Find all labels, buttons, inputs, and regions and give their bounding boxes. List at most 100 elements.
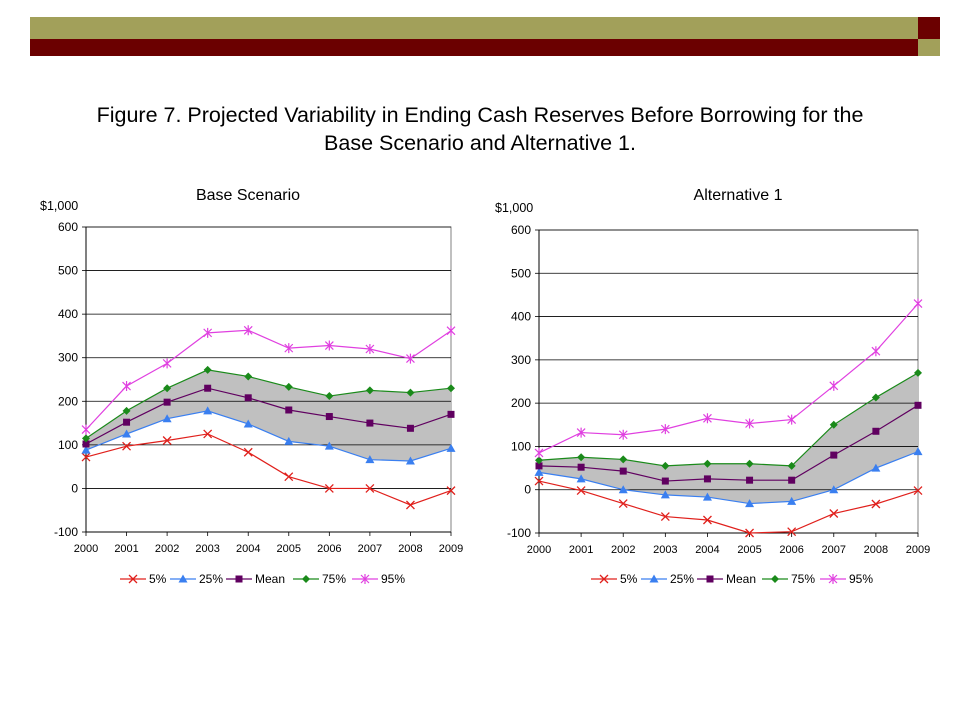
data-point	[871, 393, 880, 402]
data-point	[122, 441, 132, 451]
y-axis-unit-label: $1,000	[495, 201, 533, 215]
data-point	[619, 455, 628, 464]
data-point	[366, 419, 374, 427]
y-tick-label: 600	[58, 220, 78, 234]
data-point	[324, 340, 334, 351]
series-25pct	[81, 406, 456, 465]
data-point	[204, 384, 212, 392]
x-tick-label: 2009	[906, 544, 930, 556]
legend-marker	[828, 574, 838, 584]
data-point	[447, 384, 455, 393]
y-tick-label: 500	[58, 264, 78, 278]
x-tick-label: 2007	[358, 543, 382, 555]
data-point	[82, 434, 90, 443]
data-point	[447, 410, 455, 418]
data-point	[913, 486, 923, 496]
legend-entry: 25%	[199, 572, 223, 586]
series-75pct	[535, 368, 922, 470]
series-line	[538, 451, 919, 505]
data-point	[534, 467, 544, 476]
data-point	[660, 512, 670, 522]
data-point	[871, 463, 881, 472]
x-tick-label: 2002	[611, 544, 635, 556]
data-point	[787, 414, 797, 425]
legend: 5% 25% Mean 75% 95%	[120, 572, 405, 586]
data-point	[406, 353, 415, 364]
x-tick-label: 2008	[864, 544, 888, 556]
legend-entry: 25%	[670, 572, 694, 586]
x-tick-label: 2001	[569, 544, 593, 556]
y-axis-unit-label: $1,000	[40, 199, 78, 213]
data-point	[122, 406, 131, 415]
data-point	[577, 453, 586, 462]
data-point	[661, 477, 669, 485]
series-line	[85, 329, 452, 431]
data-point	[81, 445, 91, 454]
data-point	[661, 461, 670, 470]
legend-marker	[128, 574, 138, 584]
series-line	[538, 303, 919, 454]
figure-title-line-1: Figure 7. Projected Variability in Endin…	[96, 103, 864, 127]
data-point	[325, 413, 333, 421]
data-point	[703, 413, 712, 424]
interquartile-band	[539, 372, 918, 504]
legend-entry: Mean	[726, 572, 756, 586]
x-tick-label: 2003	[653, 544, 677, 556]
data-point	[123, 418, 131, 426]
data-point	[243, 447, 253, 457]
y-tick-label: 0	[524, 483, 531, 497]
x-tick-label: 2008	[398, 543, 422, 555]
x-tick-label: 2000	[527, 544, 551, 556]
data-point	[746, 476, 754, 484]
data-point	[284, 472, 294, 482]
x-tick-label: 2009	[439, 543, 463, 555]
data-point	[284, 382, 293, 391]
data-point	[365, 386, 374, 395]
data-point	[702, 492, 712, 501]
data-point	[203, 327, 213, 338]
data-point	[703, 459, 712, 468]
series-mean	[82, 384, 455, 448]
data-point	[702, 515, 712, 525]
data-point	[618, 485, 628, 494]
series-line	[538, 404, 919, 482]
data-point	[162, 436, 172, 445]
series-25pct	[534, 447, 923, 508]
x-tick-label: 2004	[695, 544, 719, 556]
data-point	[81, 424, 91, 435]
data-point	[830, 451, 838, 459]
data-point	[162, 414, 172, 423]
series-line	[85, 410, 452, 462]
y-tick-label: 200	[511, 396, 531, 410]
legend-entry: 5%	[149, 572, 167, 586]
x-tick-label: 2005	[277, 543, 301, 555]
data-point	[405, 500, 415, 510]
data-point	[787, 461, 796, 470]
data-point	[787, 496, 797, 505]
data-point	[82, 440, 90, 448]
series-line	[85, 433, 452, 506]
data-point	[406, 388, 415, 397]
series-mean	[535, 401, 922, 485]
y-tick-label: 0	[71, 481, 78, 495]
series-5pct	[534, 476, 923, 538]
legend-entry: 5%	[620, 572, 638, 586]
series-line	[538, 480, 919, 534]
x-tick-label: 2004	[236, 543, 260, 555]
data-point	[365, 344, 375, 354]
data-point	[365, 483, 375, 493]
y-tick-label: 100	[511, 439, 531, 453]
data-point	[872, 427, 880, 435]
data-point	[535, 462, 543, 470]
x-tick-label: 2005	[737, 544, 761, 556]
y-tick-label: 100	[58, 438, 78, 452]
x-tick-label: 2003	[195, 543, 219, 555]
x-tick-label: 2006	[779, 544, 803, 556]
figure-title-line-2: Base Scenario and Alternative 1.	[324, 131, 636, 155]
data-point	[745, 499, 755, 508]
chart-title: Alternative 1	[694, 187, 783, 204]
data-point	[576, 427, 586, 438]
header-olive-bar	[30, 17, 918, 39]
x-tick-label: 2007	[822, 544, 846, 556]
